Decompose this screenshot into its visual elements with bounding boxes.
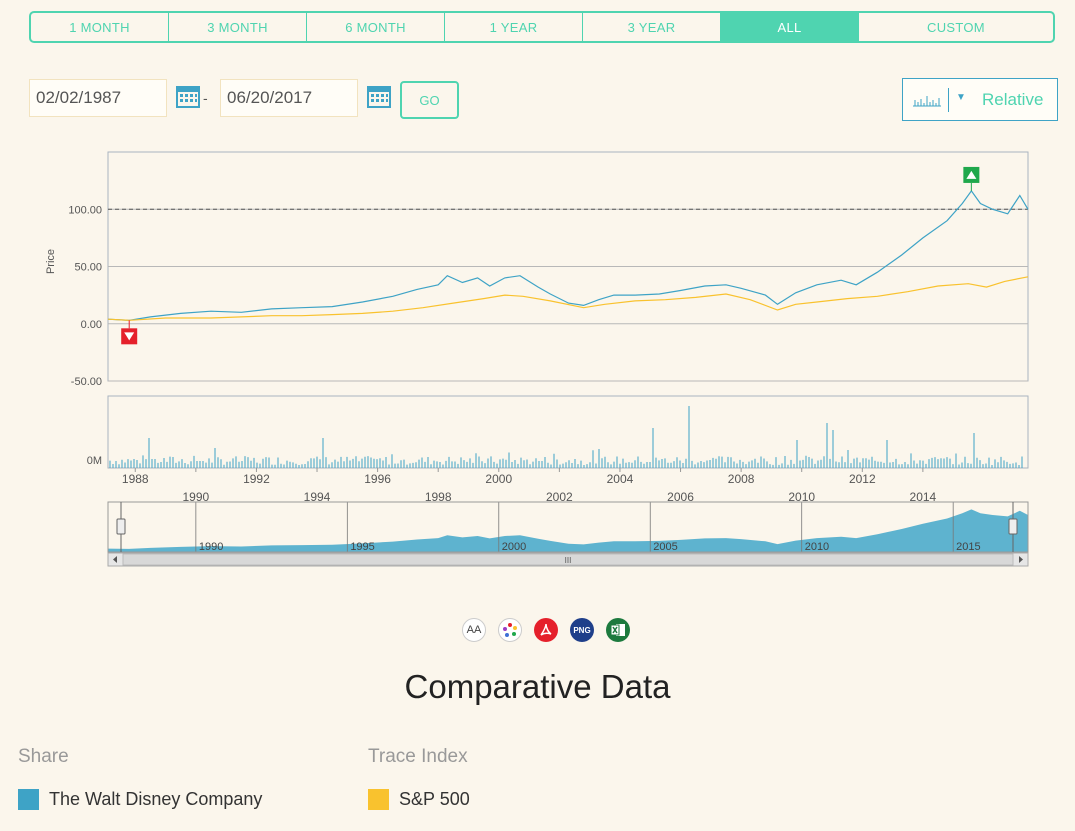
pdf-icon[interactable] <box>534 618 558 642</box>
tab-6-month[interactable]: 6 MONTH <box>307 13 445 41</box>
start-date-input[interactable] <box>29 79 167 117</box>
share-swatch <box>18 789 39 810</box>
x-tick-label: 1990 <box>182 490 209 504</box>
index-legend-item[interactable]: S&P 500 <box>368 789 470 810</box>
range-tabs: 1 MONTH 3 MONTH 6 MONTH 1 YEAR 3 YEAR ALL CUST… <box>29 11 1055 43</box>
x-tick-label: 1994 <box>304 490 331 504</box>
tab-1-month[interactable]: 1 MONTH <box>31 13 169 41</box>
tab-3-year[interactable]: 3 YEAR <box>583 13 721 41</box>
page-title: Comparative Data <box>404 668 671 705</box>
stock-chart: 100.00 50.00 0.00 -50.00 Price 0M 1988 1990 1992… <box>45 151 1029 567</box>
select-divider <box>948 88 949 112</box>
navigator-area <box>108 509 1028 552</box>
excel-icon[interactable] <box>606 618 630 642</box>
down-arrow-icon <box>124 332 135 341</box>
x-tick-label: 2008 <box>728 472 755 486</box>
x-tick-label: 2004 <box>607 472 634 486</box>
index-name: S&P 500 <box>399 789 470 809</box>
x-tick-label: 1992 <box>243 472 270 486</box>
volume-frame <box>107 395 1029 469</box>
scroll-left-icon[interactable] <box>113 556 117 563</box>
up-arrow-icon <box>966 170 977 179</box>
navigator-tick-label: 1995 <box>350 541 374 553</box>
y-tick-label: -50.00 <box>71 376 102 388</box>
tab-1-year[interactable]: 1 YEAR <box>445 13 583 41</box>
font-size-icon[interactable]: AA <box>462 618 486 642</box>
date-separator: - <box>203 90 208 106</box>
calendar-icon[interactable] <box>367 84 391 108</box>
series-line-disney <box>107 189 1029 321</box>
tab-custom[interactable]: CUSTOM <box>927 19 985 35</box>
navigator-frame <box>107 501 1029 553</box>
x-tick-label: 2012 <box>849 472 876 486</box>
tab-3-month[interactable]: 3 MONTH <box>169 13 307 41</box>
scrollbar-thumb <box>122 553 1014 566</box>
x-tick-label: 1998 <box>425 490 452 504</box>
y-tick-label: 0.00 <box>81 319 102 331</box>
y-axis-label: Price <box>45 249 57 274</box>
scroll-right-icon[interactable] <box>1019 556 1023 563</box>
navigator-tick-label: 2005 <box>653 541 677 553</box>
chart-mode-select[interactable]: ▼ Relative <box>902 78 1058 121</box>
x-tick-label: 2006 <box>667 490 694 504</box>
navigator-tick-label: 2000 <box>502 541 526 553</box>
end-date-input[interactable] <box>220 79 358 117</box>
palette-icon[interactable] <box>498 618 522 642</box>
navigator-tick-label: 1990 <box>199 541 223 553</box>
share-legend-item[interactable]: The Walt Disney Company <box>18 789 262 810</box>
navigator-handle <box>116 518 126 535</box>
x-tick-label: 2010 <box>788 490 815 504</box>
x-tick-label: 1988 <box>122 472 149 486</box>
histogram-icon <box>913 96 941 107</box>
navigator-tick-label: 2015 <box>956 541 980 553</box>
scrollbar-grip: III <box>565 556 572 565</box>
share-name: The Walt Disney Company <box>49 789 263 809</box>
export-toolbar: AA PNG <box>462 618 630 642</box>
volume-bars <box>109 406 1023 468</box>
png-icon[interactable]: PNG <box>570 618 594 642</box>
share-heading: Share <box>18 746 69 767</box>
y-tick-label: 100.00 <box>68 204 102 216</box>
x-tick-label: 1996 <box>364 472 391 486</box>
calendar-icon[interactable] <box>176 84 200 108</box>
chevron-down-icon: ▼ <box>956 92 966 103</box>
y-tick-label: 50.00 <box>74 262 102 274</box>
series-line-sp500 <box>107 276 1029 321</box>
x-tick-label: 2014 <box>910 490 937 504</box>
volume-axis-label: 0M <box>87 455 102 467</box>
excel-glyph <box>610 624 625 636</box>
tab-all[interactable]: ALL <box>721 13 859 41</box>
mode-label: Relative <box>982 90 1044 109</box>
index-swatch <box>368 789 389 810</box>
trace-index-heading: Trace Index <box>368 746 468 767</box>
navigator-handle <box>1008 518 1018 535</box>
navigator-tick-label: 2010 <box>805 541 829 553</box>
font-size-icon-text: AA <box>466 624 482 636</box>
pdf-glyph <box>540 623 552 636</box>
palette-dots <box>503 623 517 637</box>
go-button[interactable]: GO <box>400 81 459 119</box>
x-tick-label: 2000 <box>485 472 512 486</box>
x-tick-label: 2002 <box>546 490 573 504</box>
png-icon-text: PNG <box>573 625 591 635</box>
